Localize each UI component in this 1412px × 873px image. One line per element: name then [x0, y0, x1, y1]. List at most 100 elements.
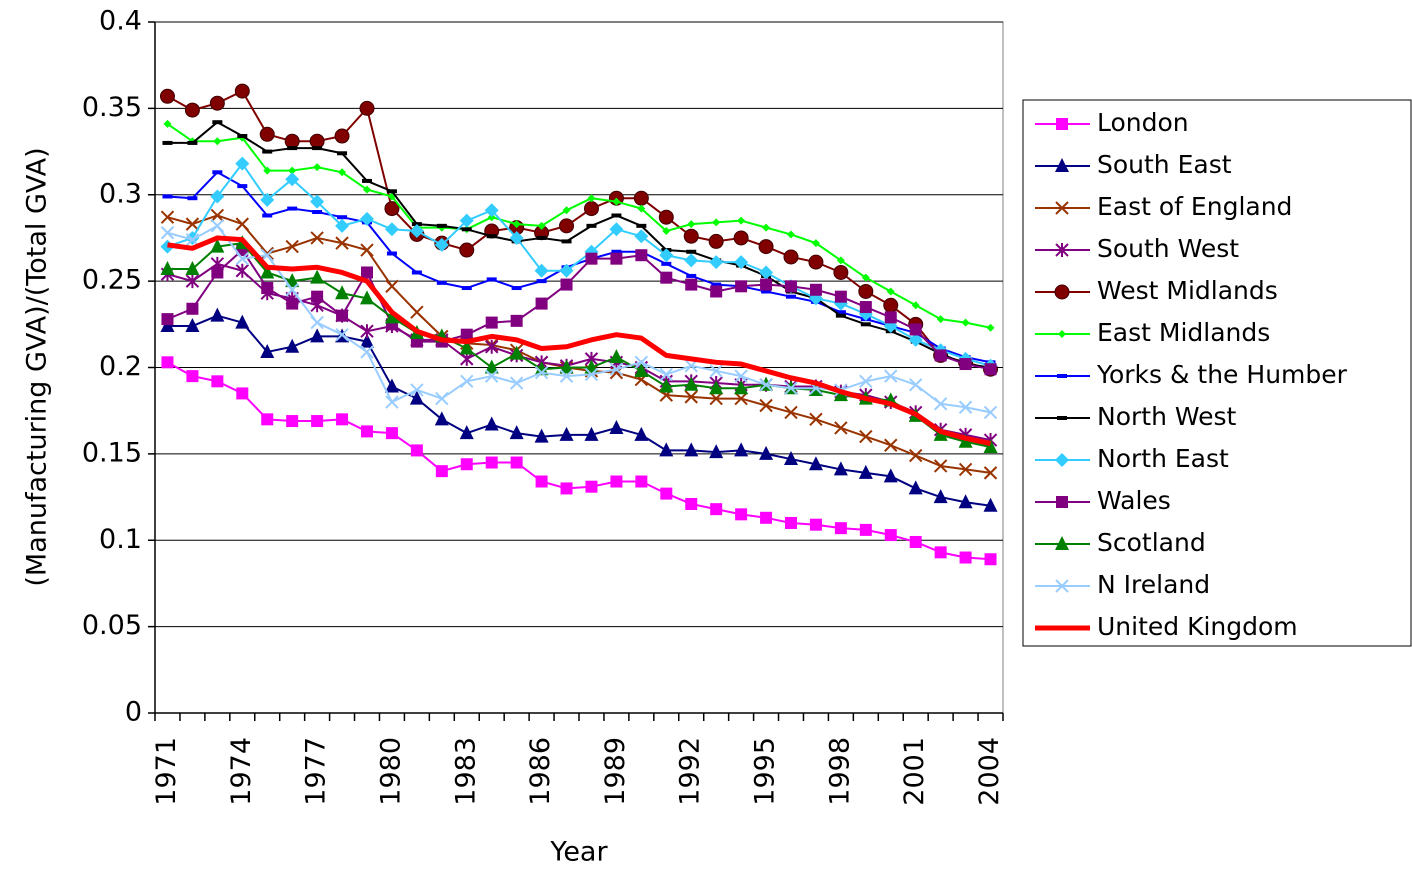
marker — [210, 208, 225, 223]
marker — [709, 255, 724, 270]
y-tick-label: 0.1 — [99, 524, 142, 555]
marker — [384, 222, 399, 237]
marker — [787, 230, 795, 239]
marker — [459, 340, 474, 355]
marker — [234, 83, 250, 99]
legend-label: East Midlands — [1097, 318, 1270, 347]
marker — [861, 273, 870, 282]
marker — [360, 243, 374, 257]
marker — [983, 438, 998, 453]
marker — [833, 264, 849, 280]
marker — [785, 280, 797, 293]
marker — [911, 301, 920, 310]
marker — [559, 359, 574, 374]
marker — [560, 278, 573, 291]
marker — [610, 252, 623, 265]
marker — [559, 426, 574, 441]
marker — [784, 405, 798, 420]
x-tick-label: 1989 — [600, 737, 631, 806]
legend-label: Scotland — [1097, 528, 1206, 557]
marker — [758, 239, 774, 255]
marker — [434, 237, 449, 252]
marker — [610, 475, 623, 488]
marker — [984, 553, 997, 566]
marker — [559, 263, 574, 278]
marker — [484, 339, 499, 354]
marker — [961, 318, 970, 327]
marker — [712, 218, 721, 227]
series-line — [166, 361, 991, 561]
legend-label: East of England — [1097, 192, 1292, 221]
marker — [908, 378, 923, 392]
marker — [484, 359, 499, 374]
marker — [933, 397, 948, 411]
marker — [160, 226, 175, 240]
x-tick-label: 1998 — [824, 737, 855, 806]
legend-label: Yorks & the Humber — [1096, 360, 1348, 389]
marker — [210, 219, 225, 233]
marker — [261, 413, 274, 426]
marker — [288, 166, 297, 175]
marker — [334, 128, 350, 144]
marker — [908, 332, 923, 347]
series-line — [167, 162, 991, 367]
marker — [410, 444, 423, 457]
marker — [409, 390, 424, 405]
marker — [759, 398, 773, 413]
marker — [884, 438, 898, 452]
marker — [783, 249, 799, 265]
marker — [385, 395, 399, 409]
marker — [285, 239, 299, 254]
marker — [484, 369, 499, 383]
legend-marker — [1054, 284, 1070, 300]
marker — [634, 229, 649, 244]
x-tick-label: 1983 — [450, 737, 481, 806]
marker — [484, 203, 499, 218]
marker — [933, 459, 948, 473]
series-line — [167, 235, 992, 446]
marker — [583, 201, 599, 217]
marker — [584, 367, 599, 382]
legend-marker — [1056, 118, 1068, 130]
marker — [659, 442, 674, 457]
marker — [235, 263, 250, 278]
marker — [260, 343, 275, 358]
y-tick-label: 0 — [125, 697, 142, 728]
marker — [311, 290, 324, 303]
marker — [687, 220, 696, 229]
marker — [684, 390, 698, 404]
marker — [285, 172, 300, 187]
marker — [485, 316, 498, 329]
marker — [159, 88, 175, 104]
marker — [185, 318, 200, 333]
marker — [235, 156, 250, 171]
marker — [709, 444, 724, 459]
y-tick-label: 0.4 — [99, 6, 142, 37]
marker — [361, 266, 373, 279]
marker — [635, 475, 648, 488]
marker — [709, 364, 723, 378]
marker — [313, 163, 322, 172]
marker — [360, 324, 374, 339]
series-line — [167, 314, 991, 507]
marker — [335, 327, 349, 342]
marker — [310, 269, 325, 284]
marker — [859, 429, 873, 444]
marker — [184, 102, 200, 118]
marker — [335, 285, 350, 300]
marker — [285, 283, 299, 297]
marker — [435, 391, 449, 406]
marker — [260, 192, 275, 207]
marker — [284, 133, 300, 149]
marker — [259, 126, 275, 142]
marker — [909, 323, 922, 336]
marker — [211, 375, 224, 388]
legend-label: West Midlands — [1097, 276, 1278, 305]
marker — [509, 230, 524, 245]
marker — [309, 133, 325, 149]
legend-label: South West — [1097, 234, 1239, 263]
x-axis-label: Year — [549, 837, 608, 868]
marker — [858, 464, 873, 479]
marker — [434, 411, 449, 426]
